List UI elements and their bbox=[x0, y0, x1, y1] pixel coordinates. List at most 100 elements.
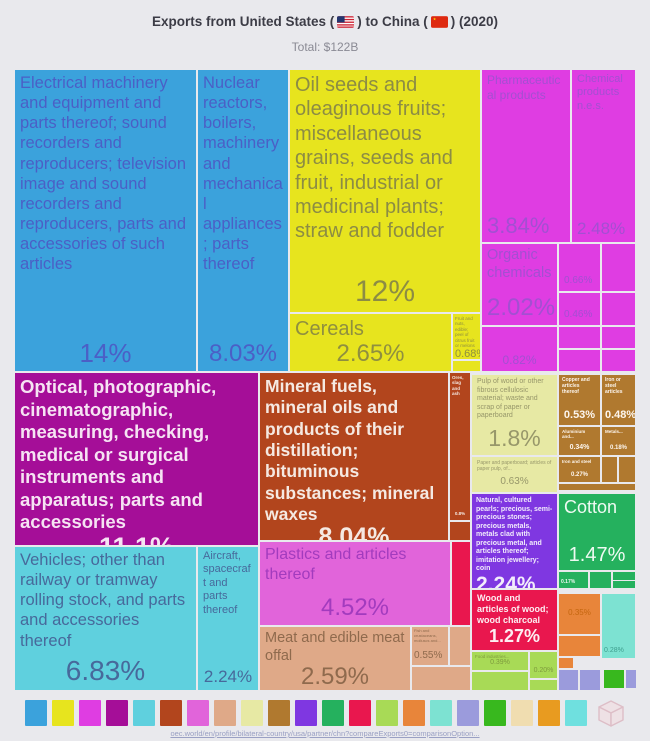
treemap-cell-organic-chemicals[interactable]: Organic chemicals 2.02% bbox=[482, 244, 557, 325]
treemap-cell[interactable] bbox=[453, 361, 480, 371]
treemap-cell[interactable] bbox=[530, 680, 557, 690]
treemap-cell[interactable] bbox=[559, 636, 600, 656]
cell-label: Electrical machinery and equipment and p… bbox=[20, 74, 187, 274]
treemap-cell[interactable] bbox=[613, 572, 635, 580]
legend-color-swatch[interactable] bbox=[564, 700, 587, 726]
treemap-cell-vehicles[interactable]: Vehicles; other than railway or tramway … bbox=[15, 547, 196, 690]
cell-label: Iron or steel articles bbox=[605, 377, 623, 396]
treemap-cell[interactable] bbox=[559, 670, 578, 690]
treemap-cell-iron-and-steel[interactable]: Iron and steel 0.27% bbox=[559, 457, 600, 482]
legend-color-swatch[interactable] bbox=[159, 700, 182, 726]
treemap-cell[interactable] bbox=[559, 350, 600, 371]
legend-color-swatch[interactable] bbox=[24, 700, 47, 726]
treemap-cell[interactable] bbox=[613, 581, 635, 588]
legend-color-swatch[interactable] bbox=[132, 700, 155, 726]
legend-color-swatch[interactable] bbox=[510, 700, 533, 726]
treemap-cell[interactable]: 0.20% bbox=[530, 652, 557, 678]
treemap-cell[interactable] bbox=[602, 244, 635, 291]
treemap-cell-nuclear-reactors[interactable]: Nuclear reactors, boilers, machinery and… bbox=[198, 70, 288, 371]
china-flag-icon bbox=[430, 15, 448, 28]
treemap-cell-cereals[interactable]: Cereals 2.65% bbox=[290, 314, 451, 371]
treemap-cell[interactable] bbox=[602, 293, 635, 325]
legend-color-swatch[interactable] bbox=[483, 700, 506, 726]
treemap-cell-pulp-of-wood[interactable]: Pulp of wood or other fibrous cellulosic… bbox=[472, 375, 557, 455]
treemap-cell-iron-or-steel-articles[interactable]: Iron or steel articles 0.48% bbox=[602, 375, 635, 425]
treemap-cell-paper-and-paperboard[interactable]: Paper and paperboard; articles of paper … bbox=[472, 457, 557, 492]
cell-share: 3.84% bbox=[487, 213, 550, 238]
treemap-cell[interactable] bbox=[626, 670, 636, 688]
legend-color-swatch[interactable] bbox=[375, 700, 398, 726]
legend-color-swatch[interactable] bbox=[78, 700, 101, 726]
treemap-cell[interactable] bbox=[450, 522, 470, 540]
treemap-cell-chemical-products-nes[interactable]: Chemical products n.e.s. 2.48% bbox=[572, 70, 635, 242]
cell-share: 8.03% bbox=[208, 340, 278, 367]
source-url-link[interactable]: oec.world/en/profile/bilateral-country/u… bbox=[170, 729, 480, 738]
treemap-cell-aircraft-spacecraft[interactable]: Aircraft, spacecraft and parts thereof 2… bbox=[198, 547, 258, 690]
treemap-cell-oil-seeds[interactable]: Oil seeds and oleaginous fruits; miscell… bbox=[290, 70, 480, 312]
cell-share: 6.83% bbox=[65, 655, 146, 686]
cell-label: Natural, cultured pearls; precious, semi… bbox=[476, 497, 553, 573]
treemap-cell[interactable]: 0.82% bbox=[482, 327, 557, 371]
legend-color-swatch[interactable] bbox=[537, 700, 560, 726]
cell-share: 8.04% bbox=[318, 523, 390, 540]
treemap-cell[interactable]: 0.35% bbox=[559, 594, 600, 634]
cell-share: 0.8% bbox=[454, 510, 466, 516]
treemap-cell[interactable] bbox=[559, 484, 635, 490]
treemap-cell-fish-crustaceans[interactable]: Fish and crustaceans, molluscs and... 0.… bbox=[412, 627, 448, 665]
treemap-cell[interactable] bbox=[604, 670, 624, 688]
legend-color-swatch[interactable] bbox=[186, 700, 209, 726]
legend-color-swatch[interactable] bbox=[321, 700, 344, 726]
legend-color-swatch[interactable] bbox=[429, 700, 452, 726]
treemap-cell[interactable] bbox=[590, 572, 611, 588]
treemap-cell[interactable] bbox=[472, 672, 528, 690]
treemap-cell-fruit-and-nuts[interactable]: Fruit and nuts, edible; peel of citrus f… bbox=[453, 314, 480, 359]
treemap-cell[interactable] bbox=[452, 542, 470, 625]
legend-color-swatch[interactable] bbox=[213, 700, 236, 726]
treemap-cell-pearls-precious-stones[interactable]: Natural, cultured pearls; precious, semi… bbox=[472, 494, 557, 588]
treemap-cell[interactable]: 0.17% bbox=[559, 572, 588, 588]
treemap-cell[interactable] bbox=[602, 350, 635, 371]
legend-color-swatch[interactable] bbox=[105, 700, 128, 726]
treemap-cell-plastics[interactable]: Plastics and articles thereof 4.52% bbox=[260, 542, 450, 625]
treemap-cell[interactable] bbox=[559, 327, 600, 348]
cell-share: 0.46% bbox=[564, 309, 593, 320]
treemap-cell[interactable] bbox=[602, 327, 635, 348]
treemap-cell[interactable] bbox=[450, 627, 470, 665]
cell-share: 2.65% bbox=[336, 340, 405, 367]
cell-label: Metals... bbox=[605, 429, 623, 434]
cube-icon[interactable] bbox=[596, 698, 626, 728]
treemap-cell-pharmaceutical-products[interactable]: Pharmaceutical products 3.84% bbox=[482, 70, 570, 242]
legend-color-swatch[interactable] bbox=[267, 700, 290, 726]
treemap-cell[interactable]: 0.28% bbox=[602, 594, 635, 658]
treemap-cell[interactable] bbox=[602, 457, 617, 482]
treemap-cell[interactable] bbox=[412, 667, 470, 690]
treemap-cell[interactable]: 0.66% bbox=[559, 244, 600, 291]
treemap-cell-copper[interactable]: Copper and articles thereof 0.53% bbox=[559, 375, 600, 425]
legend-color-swatch[interactable] bbox=[402, 700, 425, 726]
treemap-cell[interactable] bbox=[559, 658, 573, 668]
treemap-cell[interactable] bbox=[619, 457, 635, 482]
cell-share: 14% bbox=[79, 338, 132, 368]
title-text-1: Exports from United States ( bbox=[151, 14, 335, 29]
treemap-cell-food-industries[interactable]: Food industries... 0.39% bbox=[472, 652, 528, 670]
treemap-cell-cotton[interactable]: Cotton 1.47% bbox=[559, 494, 635, 570]
treemap-cell-metals[interactable]: Metals... 0.18% bbox=[602, 427, 635, 455]
treemap-cell[interactable] bbox=[580, 670, 600, 690]
treemap-cell-electrical-machinery[interactable]: Electrical machinery and equipment and p… bbox=[15, 70, 196, 371]
legend-color-swatch[interactable] bbox=[456, 700, 479, 726]
treemap-cell[interactable]: 0.46% bbox=[559, 293, 600, 325]
cell-share: 0.63% bbox=[500, 476, 529, 487]
legend-color-swatch[interactable] bbox=[240, 700, 263, 726]
cell-label: Fruit and nuts, edible; peel of citrus f… bbox=[455, 316, 475, 349]
treemap-cell-mineral-fuels[interactable]: Mineral fuels, mineral oils and products… bbox=[260, 373, 448, 540]
treemap-cell-meat[interactable]: Meat and edible meat offal 2.59% bbox=[260, 627, 410, 690]
cell-label: Cotton bbox=[564, 497, 618, 517]
legend-color-swatch[interactable] bbox=[51, 700, 74, 726]
treemap-cell-wood[interactable]: Wood and articles of wood; wood charcoal… bbox=[472, 590, 557, 650]
legend-color-swatch[interactable] bbox=[348, 700, 371, 726]
treemap-cell-optical-instruments[interactable]: Optical, photographic, cinematographic, … bbox=[15, 373, 258, 545]
treemap-cell-ores-slag-ash[interactable]: Ores, slag and ash 0.8% bbox=[450, 373, 470, 520]
treemap-cell-aluminium[interactable]: Aluminium and... 0.34% bbox=[559, 427, 600, 455]
legend-color-swatch[interactable] bbox=[294, 700, 317, 726]
cell-share: 1.47% bbox=[568, 544, 626, 566]
